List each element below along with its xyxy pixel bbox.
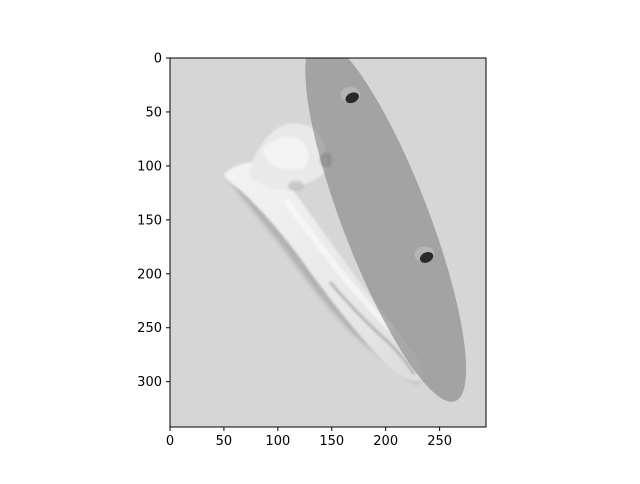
- y-tick-label: 50: [145, 105, 162, 120]
- cell-highlight-1: [262, 136, 309, 170]
- y-axis-ticks: 0 50 100 150 200 250 300: [137, 52, 170, 390]
- x-tick-label: 100: [265, 434, 290, 449]
- y-tick-label: 300: [137, 375, 162, 390]
- microscopy-image: [170, 58, 486, 427]
- x-tick-label: 50: [216, 434, 233, 449]
- x-axis-ticks: 0 50 100 150 200 250: [166, 427, 452, 449]
- x-tick-label: 250: [427, 434, 452, 449]
- cell-highlight-ridge: [283, 198, 395, 333]
- y-tick-label: 200: [137, 267, 162, 282]
- axes-frame: [169, 57, 487, 428]
- particle-spot: [419, 252, 434, 263]
- cell-main: [224, 162, 425, 382]
- particle-spot: [345, 92, 359, 104]
- x-tick-label: 150: [319, 434, 344, 449]
- y-tick-label: 0: [154, 52, 162, 67]
- cell-notch: [288, 181, 304, 191]
- y-tick-label: 100: [137, 159, 162, 174]
- y-tick-label: 250: [137, 321, 162, 336]
- y-tick-label: 150: [137, 213, 162, 228]
- cell-edge-dark: [328, 281, 416, 375]
- x-tick-label: 200: [373, 434, 398, 449]
- x-tick-label: 0: [166, 434, 174, 449]
- particle-spots: [340, 86, 435, 263]
- overlay-ellipse: [305, 58, 467, 402]
